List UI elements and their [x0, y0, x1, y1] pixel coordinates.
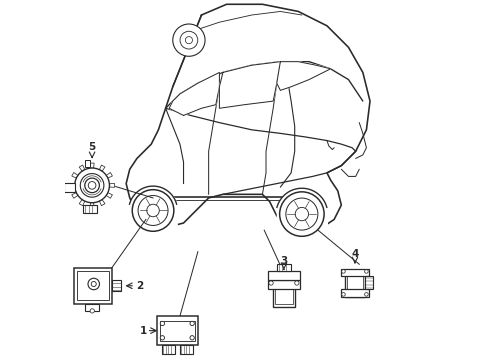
Circle shape	[279, 192, 324, 236]
Bar	[346, 276, 363, 294]
Circle shape	[84, 178, 99, 193]
Polygon shape	[72, 193, 78, 198]
Polygon shape	[99, 199, 105, 206]
Polygon shape	[90, 203, 94, 208]
Circle shape	[185, 37, 192, 44]
Text: 5: 5	[88, 142, 96, 152]
Circle shape	[341, 270, 345, 273]
Circle shape	[341, 293, 345, 296]
Bar	[162, 345, 175, 354]
Bar	[340, 269, 368, 276]
Bar	[77, 271, 109, 300]
Text: 1: 1	[139, 325, 146, 336]
Circle shape	[88, 278, 99, 290]
Circle shape	[80, 174, 103, 197]
Polygon shape	[99, 165, 105, 171]
Polygon shape	[79, 165, 84, 171]
Bar	[344, 273, 364, 297]
Circle shape	[190, 336, 194, 340]
Bar	[85, 304, 99, 311]
Bar	[273, 285, 294, 307]
Circle shape	[180, 31, 197, 49]
Polygon shape	[72, 172, 78, 178]
Circle shape	[138, 195, 168, 225]
Polygon shape	[169, 72, 219, 116]
Bar	[64, 183, 75, 192]
Circle shape	[285, 198, 317, 230]
Polygon shape	[70, 183, 75, 188]
Polygon shape	[106, 193, 112, 198]
Polygon shape	[106, 172, 112, 178]
Bar	[159, 320, 195, 341]
Circle shape	[364, 293, 367, 296]
Bar	[112, 280, 121, 291]
Polygon shape	[276, 62, 330, 90]
Polygon shape	[79, 199, 84, 206]
Bar	[74, 268, 112, 304]
Polygon shape	[90, 163, 94, 168]
Bar	[267, 271, 299, 280]
Bar	[267, 280, 299, 289]
Circle shape	[91, 282, 96, 287]
Text: 3: 3	[280, 256, 287, 266]
Circle shape	[295, 207, 308, 221]
Bar	[274, 289, 292, 305]
Bar	[85, 160, 90, 167]
Polygon shape	[109, 183, 114, 188]
Bar	[276, 264, 290, 271]
Circle shape	[75, 168, 109, 203]
Text: 2: 2	[136, 281, 143, 291]
Bar	[83, 204, 97, 213]
Circle shape	[90, 309, 94, 313]
Bar	[364, 275, 372, 289]
Bar	[180, 345, 193, 354]
Polygon shape	[219, 62, 280, 108]
Text: 4: 4	[350, 248, 358, 258]
Polygon shape	[126, 4, 369, 230]
Circle shape	[190, 321, 194, 325]
Circle shape	[172, 24, 204, 56]
Circle shape	[268, 281, 273, 285]
Circle shape	[88, 181, 96, 189]
Bar	[340, 289, 368, 297]
Bar	[156, 316, 198, 345]
Circle shape	[160, 321, 164, 325]
Circle shape	[294, 281, 298, 285]
Circle shape	[364, 270, 367, 273]
Circle shape	[160, 336, 164, 340]
Circle shape	[132, 190, 174, 231]
Circle shape	[146, 204, 159, 217]
